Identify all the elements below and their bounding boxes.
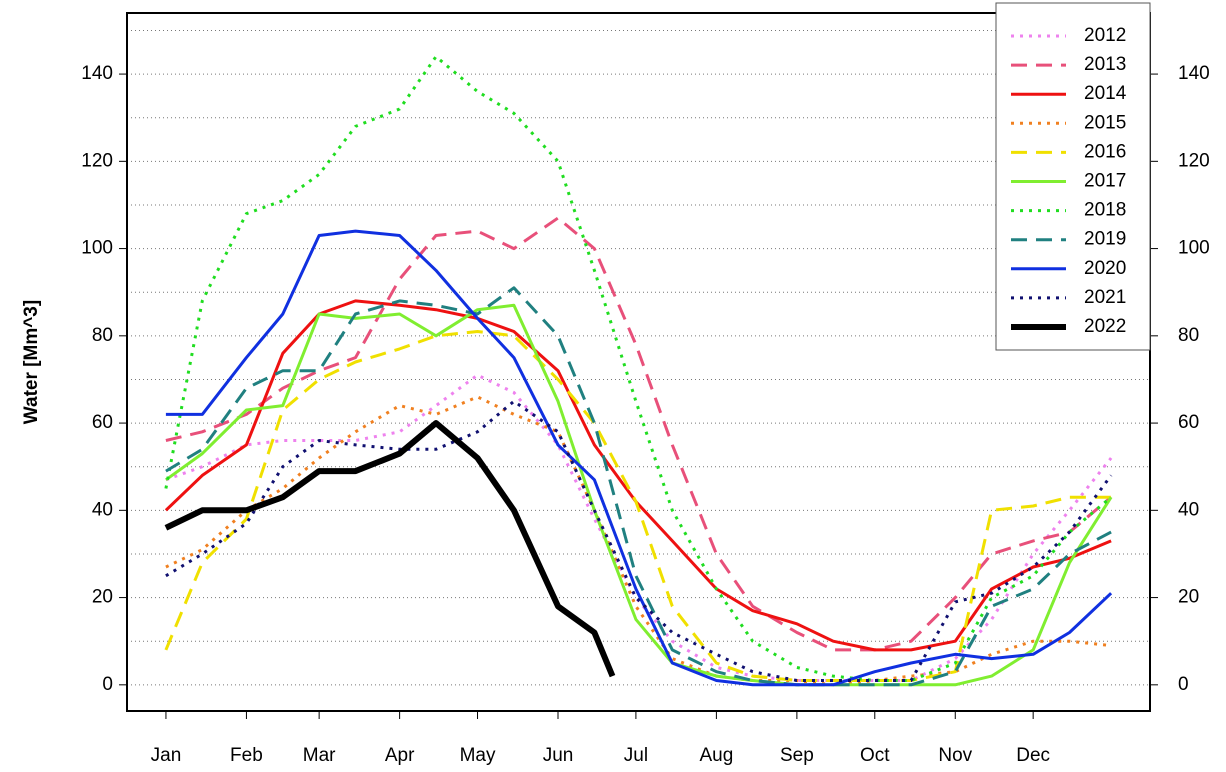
legend-label: 2021 [1084, 287, 1126, 308]
legend-label: 2018 [1084, 200, 1126, 221]
x-tick-label: Dec [1016, 745, 1050, 766]
legend-label: 2020 [1084, 258, 1126, 279]
x-tick-label: Jul [624, 745, 648, 766]
x-tick-label: Jan [151, 745, 182, 766]
x-tick-label: Jun [543, 745, 574, 766]
y-axis-label: Water [Mm^3] [21, 300, 42, 424]
y-tick-label: 20 [92, 587, 113, 608]
y2-tick-label: 120 [1178, 150, 1210, 171]
y2-tick-label: 80 [1178, 325, 1199, 346]
series-line [165, 229, 1113, 687]
legend-label: 2012 [1084, 25, 1126, 46]
legend-box [995, 2, 1151, 351]
y-tick-label: 120 [81, 150, 113, 171]
y-tick-label: 80 [92, 325, 113, 346]
x-tick-label: Oct [860, 745, 890, 766]
series-line [165, 395, 1112, 687]
legend-label: 2022 [1084, 316, 1126, 337]
legend-label: 2017 [1084, 171, 1126, 192]
y-tick-label: 60 [92, 412, 113, 433]
y2-tick-label: 0 [1178, 674, 1189, 695]
legend-label: 2015 [1084, 112, 1126, 133]
y-tick-label: 100 [81, 238, 113, 259]
y2-tick-label: 140 [1178, 63, 1210, 84]
series-line [165, 399, 1113, 682]
y-tick-label: 0 [102, 674, 113, 695]
x-tick-label: Nov [938, 745, 972, 766]
y2-tick-label: 40 [1178, 499, 1199, 520]
y-tick-label: 140 [81, 63, 113, 84]
series-line [165, 303, 1113, 687]
x-tick-label: Feb [230, 745, 263, 766]
series-line [165, 216, 1113, 652]
series-line [164, 330, 1112, 682]
y2-tick-label: 60 [1178, 412, 1199, 433]
x-tick-label: May [460, 745, 496, 766]
y2-tick-label: 20 [1178, 587, 1199, 608]
series-line [164, 55, 1113, 682]
y-tick-label: 40 [92, 499, 113, 520]
x-tick-label: Sep [780, 745, 814, 766]
legend-label: 2014 [1084, 83, 1127, 104]
series-line [165, 373, 1113, 682]
plot-frame [126, 12, 1151, 712]
legend-label: 2016 [1084, 141, 1126, 162]
x-tick-label: Apr [385, 745, 415, 766]
legend-label: 2019 [1084, 229, 1126, 250]
legend-label: 2013 [1084, 54, 1126, 75]
y2-tick-label: 100 [1178, 238, 1210, 259]
series-line [165, 286, 1112, 687]
x-tick-label: Mar [303, 745, 336, 766]
x-tick-label: Aug [699, 745, 733, 766]
series-line [164, 420, 616, 678]
